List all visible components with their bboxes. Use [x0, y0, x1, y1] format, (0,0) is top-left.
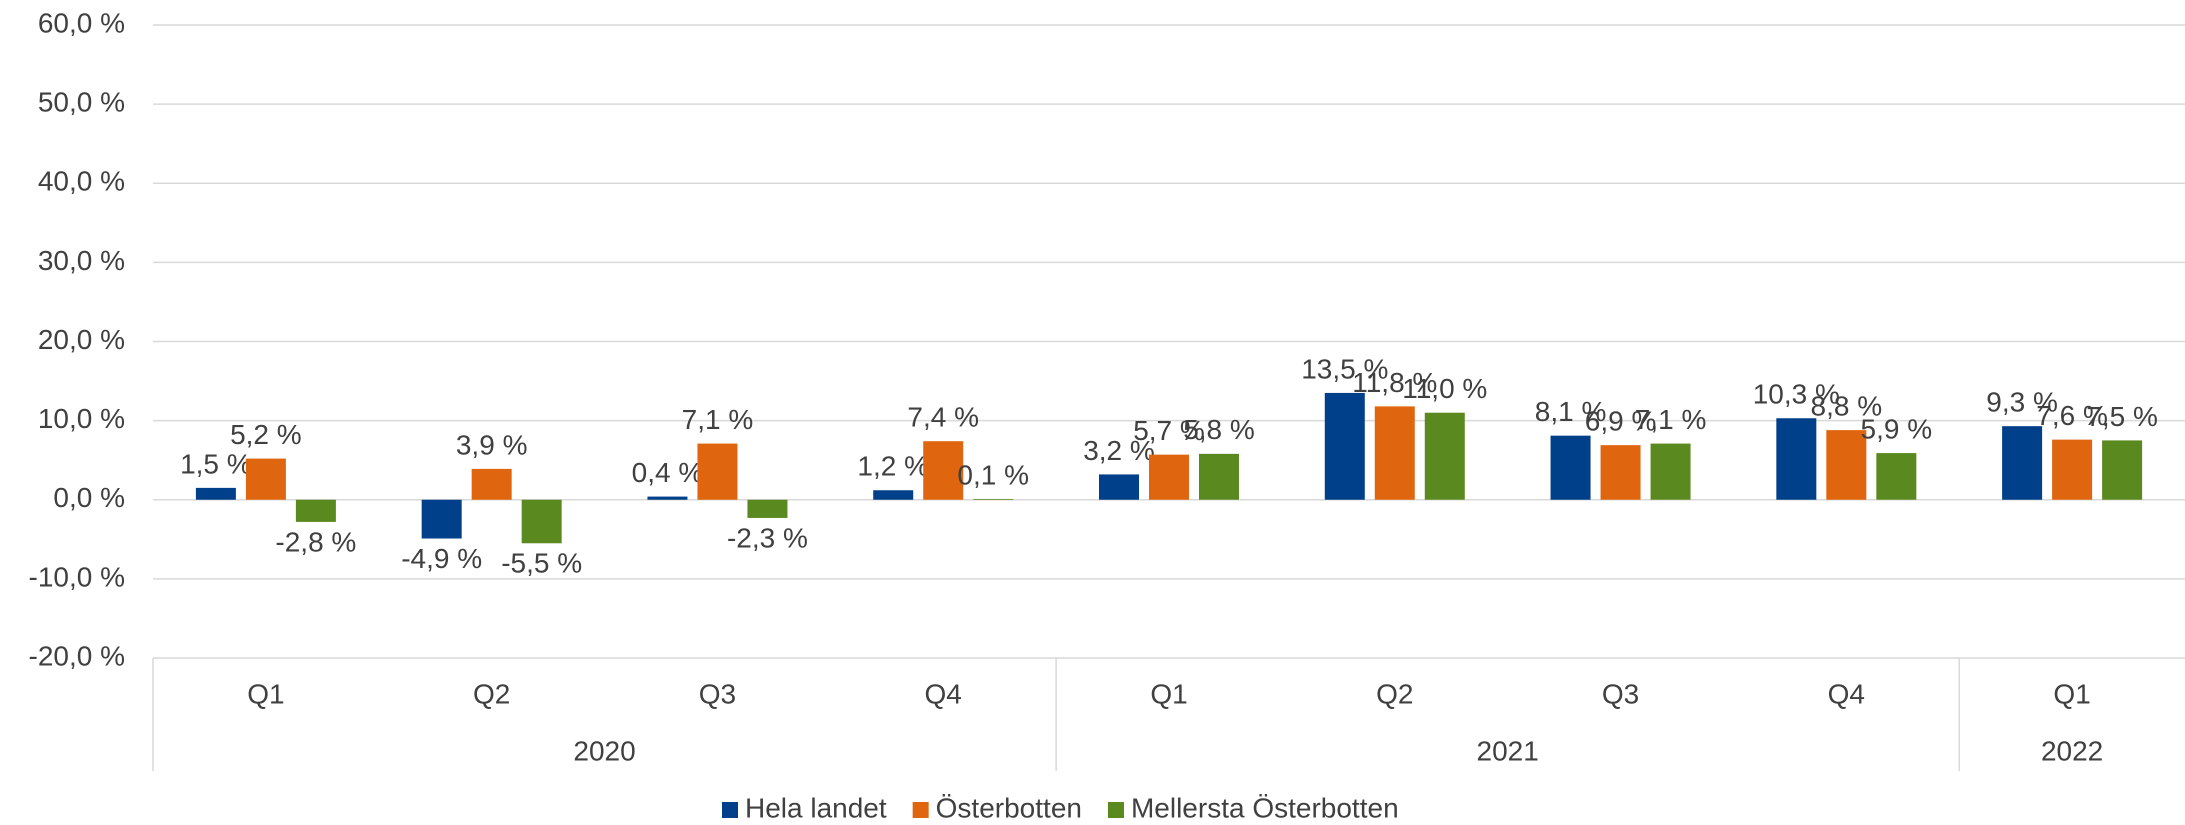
x-tick-label: Q1: [247, 678, 284, 709]
x-tick-label: Q4: [925, 678, 962, 709]
y-tick-label: -10,0 %: [29, 561, 126, 592]
data-label: 5,2 %: [230, 419, 302, 450]
data-label: 0,1 %: [957, 459, 1029, 490]
bar: [1776, 418, 1817, 500]
data-label: 11,0 %: [1402, 373, 1487, 404]
data-label: 7,6 %: [2036, 400, 2108, 431]
data-label: 7,1 %: [682, 404, 754, 435]
bar: [973, 498, 1014, 500]
bar: [747, 499, 788, 518]
bar: [2002, 426, 2043, 500]
legend-label: Hela landet: [745, 792, 887, 823]
data-label: 0,4 %: [632, 457, 704, 488]
legend-label: Mellersta Österbotten: [1131, 792, 1399, 823]
data-label: 8,1 %: [1535, 396, 1607, 427]
bar: [1550, 435, 1591, 500]
bar: [1374, 406, 1415, 500]
x-tick-label: Q2: [473, 678, 510, 709]
data-label: 5,7 %: [1133, 415, 1205, 446]
data-label: 5,8 %: [1183, 414, 1255, 445]
bar: [697, 443, 738, 500]
y-tick-label: 40,0 %: [38, 166, 125, 197]
data-label: 10,3 %: [1753, 379, 1840, 410]
bar: [1324, 392, 1365, 500]
data-label: 3,2 %: [1083, 435, 1155, 466]
data-label: 7,5 %: [2086, 401, 2158, 432]
bar: [1650, 443, 1691, 500]
y-tick-label: 20,0 %: [38, 324, 125, 355]
bar: [873, 490, 914, 500]
bar: [1149, 454, 1189, 500]
data-label: 5,9 %: [1861, 413, 1933, 444]
bar: [471, 468, 512, 500]
x-group-label: 2020: [573, 735, 635, 766]
data-label: 6,9 %: [1585, 406, 1657, 437]
x-group-label: 2022: [2041, 735, 2103, 766]
data-label: 11,8 %: [1352, 367, 1437, 398]
legend-label: Österbotten: [936, 792, 1082, 823]
x-tick-label: Q1: [2053, 678, 2090, 709]
bar: [647, 496, 688, 500]
y-tick-label: 50,0 %: [38, 87, 125, 118]
legend-swatch: [912, 802, 929, 818]
bar: [1099, 474, 1139, 500]
bar: [1424, 412, 1465, 500]
data-label: 13,5 %: [1301, 353, 1388, 384]
data-label: 1,5 %: [180, 448, 252, 479]
bar: [1600, 445, 1641, 500]
y-tick-label: 10,0 %: [38, 403, 125, 434]
legend-swatch: [722, 802, 738, 818]
data-label: -4,9 %: [401, 543, 482, 574]
bar: [1199, 453, 1239, 500]
y-tick-label: -20,0 %: [29, 640, 126, 671]
bar: [195, 487, 236, 500]
legend-swatch: [1107, 802, 1124, 818]
data-label: 3,9 %: [456, 429, 528, 460]
bar: [245, 458, 286, 500]
data-label: 1,2 %: [857, 451, 929, 482]
x-tick-label: Q1: [1150, 678, 1187, 709]
bar: [521, 499, 562, 544]
bar: [421, 499, 462, 539]
x-tick-label: Q2: [1376, 678, 1413, 709]
y-tick-label: 30,0 %: [38, 245, 125, 276]
data-label: 8,8 %: [1811, 391, 1883, 422]
y-tick-label: 0,0 %: [53, 482, 125, 513]
x-group-label: 2021: [1477, 735, 1539, 766]
data-label: 9,3 %: [1986, 387, 2058, 418]
bar: [2052, 439, 2093, 500]
data-label: -2,3 %: [727, 522, 808, 553]
data-label: 7,4 %: [907, 402, 979, 433]
data-label: 7,1 %: [1635, 404, 1707, 435]
data-label: -5,5 %: [501, 548, 582, 579]
bar: [1876, 453, 1917, 500]
x-tick-label: Q3: [1602, 678, 1639, 709]
x-tick-label: Q3: [699, 678, 736, 709]
bar: [1826, 430, 1867, 500]
bar: [923, 441, 964, 500]
data-label: -2,8 %: [275, 526, 356, 557]
x-tick-label: Q4: [1828, 678, 1865, 709]
bar: [295, 499, 336, 522]
y-tick-label: 60,0 %: [38, 7, 125, 38]
bar: [2102, 440, 2143, 500]
